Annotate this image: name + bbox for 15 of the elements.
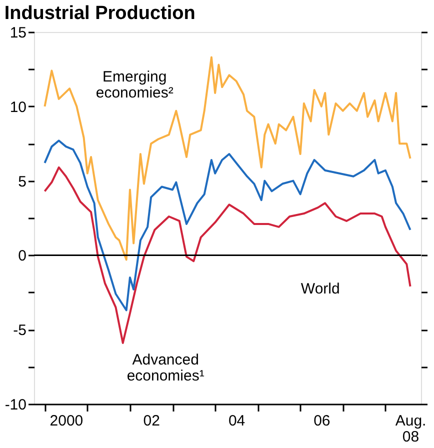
y-tick-label: 15 bbox=[10, 24, 26, 42]
y-tick-label: -10 bbox=[4, 396, 26, 414]
y-tick-label: 0 bbox=[18, 248, 26, 265]
x-tick-label: Aug. 08 bbox=[395, 412, 426, 446]
chart-title: Industrial Production bbox=[4, 3, 196, 24]
x-tick-label: 02 bbox=[143, 412, 160, 430]
annotation: World bbox=[300, 280, 340, 298]
x-tick-label: 04 bbox=[228, 412, 246, 430]
annotation: Emerging economies² bbox=[96, 68, 174, 102]
x-tick-label: 06 bbox=[314, 412, 330, 430]
y-tick-label: 5 bbox=[18, 173, 26, 190]
x-tick-label: 2000 bbox=[50, 412, 84, 430]
y-tick-label: 10 bbox=[10, 98, 26, 116]
y-tick-label: -5 bbox=[13, 322, 26, 340]
annotation: Advanced economies¹ bbox=[126, 351, 204, 384]
